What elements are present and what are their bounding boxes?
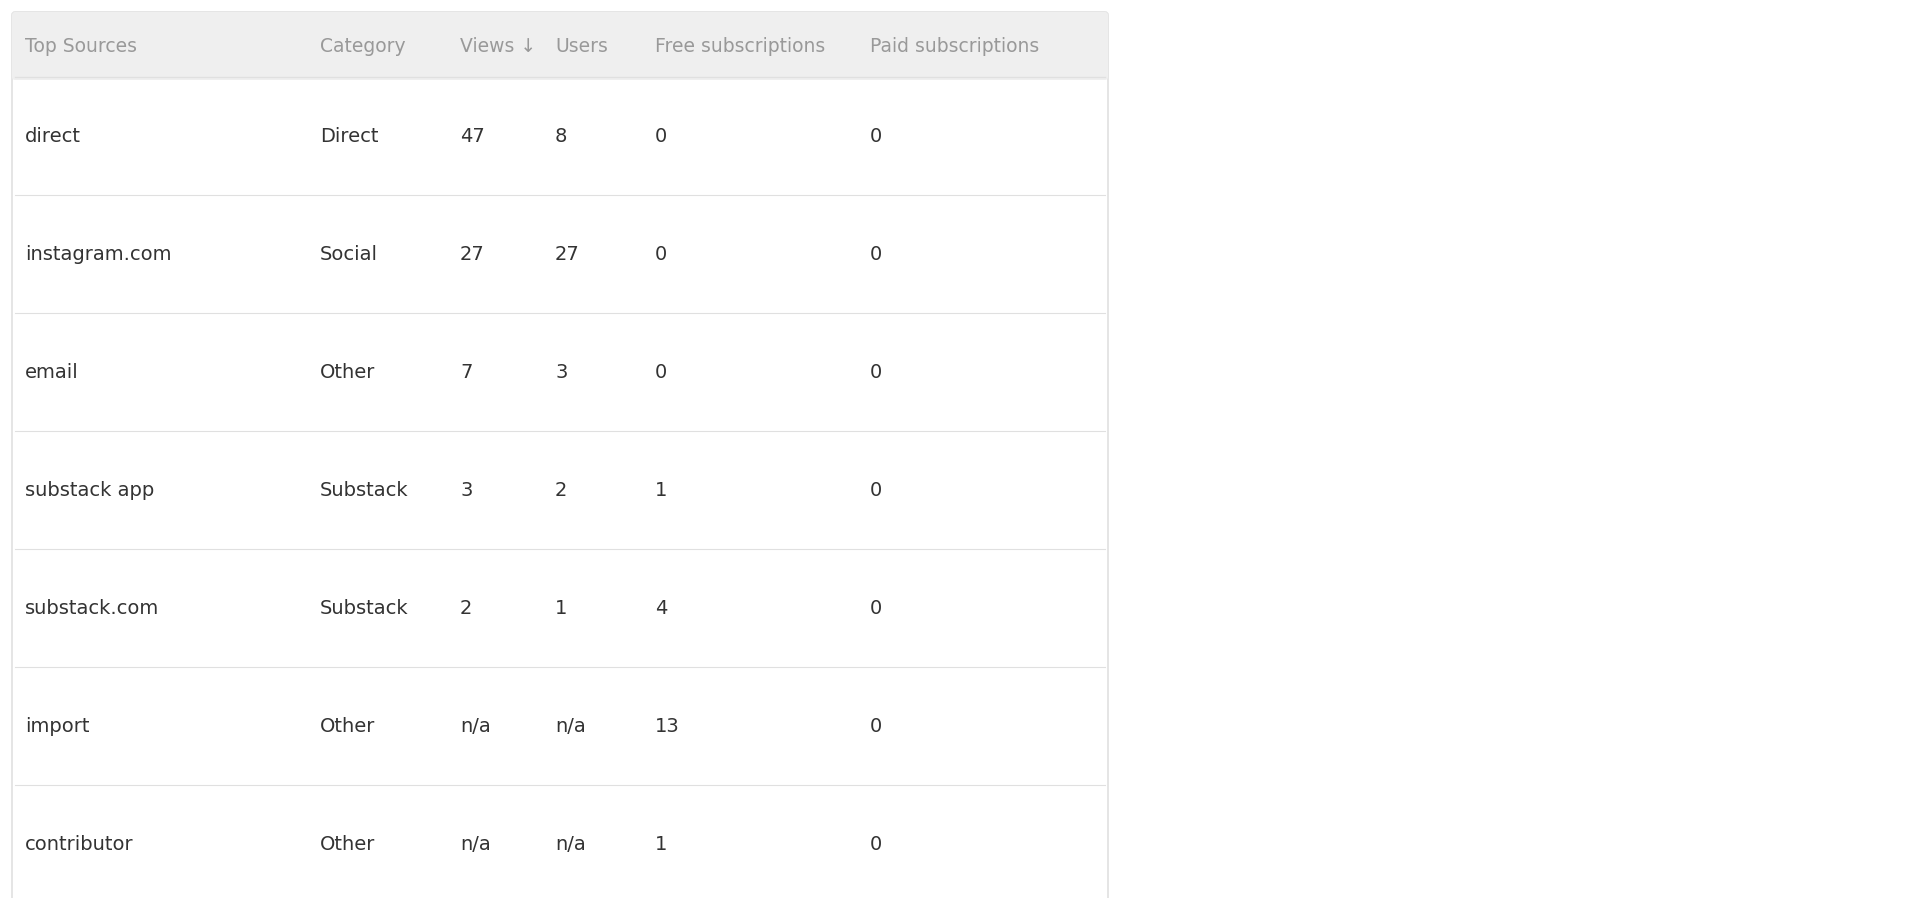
Text: 27: 27 [460,244,485,263]
Text: 2: 2 [556,480,567,499]
Text: Users: Users [556,37,607,56]
Text: 4: 4 [655,598,667,618]
Bar [15,77,1106,195]
Bar [15,431,1106,549]
Text: direct: direct [25,127,80,145]
Text: Substack: Substack [321,598,409,618]
Text: Social: Social [321,244,378,263]
Bar [15,46,1106,79]
Text: contributor: contributor [25,834,134,853]
Text: Other: Other [321,834,376,853]
Text: 1: 1 [655,480,667,499]
Text: 0: 0 [869,127,882,145]
Text: n/a: n/a [460,717,491,735]
Text: 0: 0 [869,363,882,382]
Text: 0: 0 [869,244,882,263]
Text: 0: 0 [655,363,667,382]
Text: 0: 0 [655,127,667,145]
Bar [15,195,1106,313]
Text: import: import [25,717,90,735]
Text: substack.com: substack.com [25,598,159,618]
Text: Free subscriptions: Free subscriptions [655,37,825,56]
Text: 2: 2 [460,598,472,618]
Text: Views ↓: Views ↓ [460,37,537,56]
Text: 27: 27 [556,244,581,263]
Text: 1: 1 [556,598,567,618]
Text: 8: 8 [556,127,567,145]
Text: 7: 7 [460,363,472,382]
Text: email: email [25,363,78,382]
Bar [15,549,1106,667]
Text: 3: 3 [556,363,567,382]
Bar [15,313,1106,431]
Text: n/a: n/a [556,717,586,735]
Bar [15,785,1106,898]
Text: Direct: Direct [321,127,378,145]
Text: Paid subscriptions: Paid subscriptions [869,37,1039,56]
Text: n/a: n/a [556,834,586,853]
Text: Other: Other [321,717,376,735]
FancyBboxPatch shape [11,12,1108,898]
Text: 0: 0 [869,480,882,499]
Text: Other: Other [321,363,376,382]
Text: n/a: n/a [460,834,491,853]
Text: substack app: substack app [25,480,155,499]
Bar [15,667,1106,785]
Text: 0: 0 [655,244,667,263]
Text: Substack: Substack [321,480,409,499]
Text: instagram.com: instagram.com [25,244,172,263]
Text: 3: 3 [460,480,472,499]
FancyBboxPatch shape [11,12,1108,80]
Bar [15,15,1106,77]
Text: 47: 47 [460,127,485,145]
Text: 1: 1 [655,834,667,853]
Text: Top Sources: Top Sources [25,37,138,56]
Text: Category: Category [321,37,405,56]
Text: 0: 0 [869,598,882,618]
Text: 13: 13 [655,717,680,735]
Text: 0: 0 [869,717,882,735]
Text: 0: 0 [869,834,882,853]
